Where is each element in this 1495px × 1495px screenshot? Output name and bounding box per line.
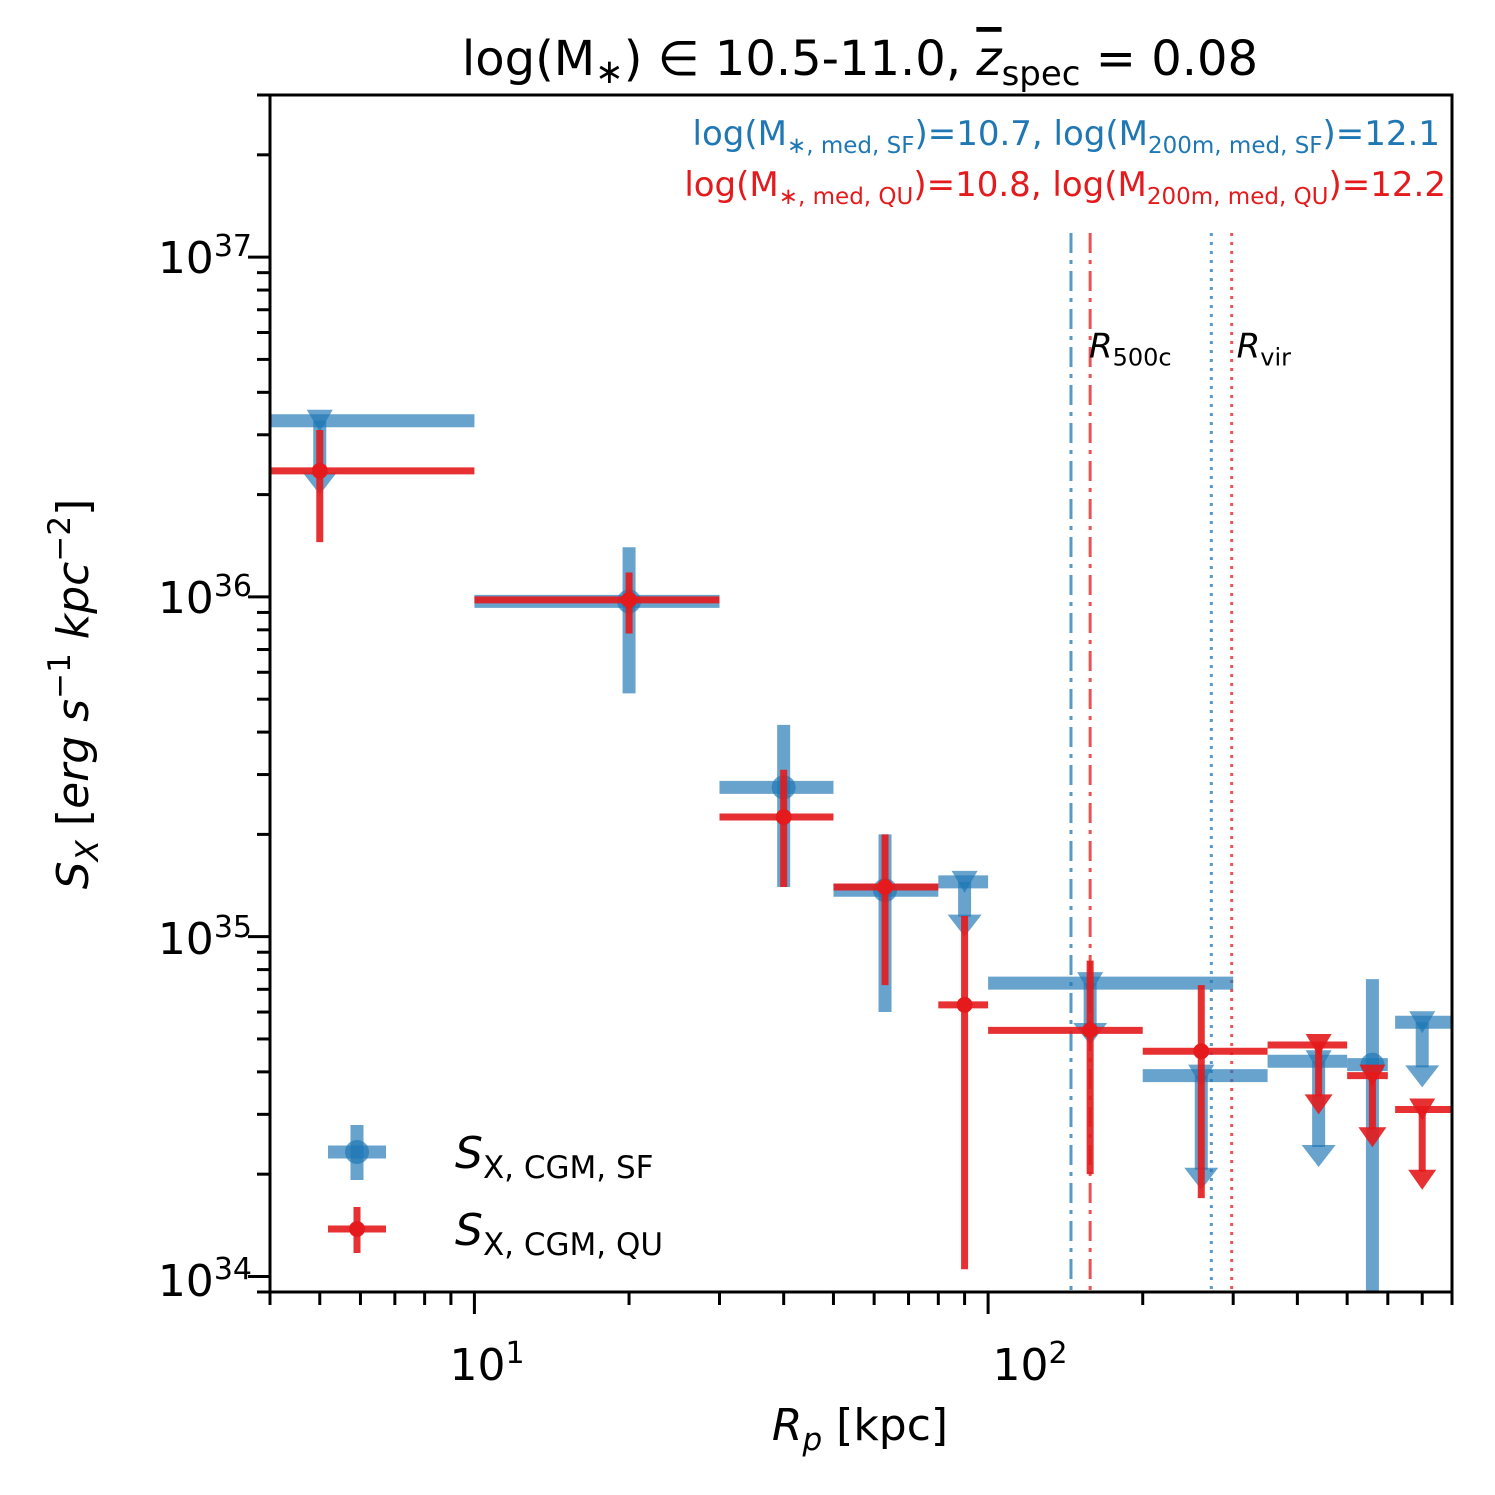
limit-marker-sf-9 xyxy=(1409,1011,1436,1034)
point-qu-2 xyxy=(775,809,792,826)
point-qu-4 xyxy=(956,996,973,1013)
chart-title: log(M∗) ∈ 10.5-11.0, zspec = 0.08 xyxy=(462,31,1258,94)
limit-arrow-qu-8 xyxy=(1358,1127,1387,1148)
annotation-qu: log(M∗, med, QU)=10.8, log(M200m, med, Q… xyxy=(684,165,1446,210)
point-qu-5 xyxy=(1082,1022,1099,1039)
y-tick-label-1e36: 1036 xyxy=(158,569,252,625)
limit-arrow-sf-9 xyxy=(1405,1065,1440,1088)
rvir-label: Rvir xyxy=(1237,326,1291,371)
limit-marker-qu-8 xyxy=(1359,1064,1386,1087)
x-axis-label: Rp [kpc] xyxy=(772,1400,948,1458)
series-qu xyxy=(270,429,1452,1270)
plot-frame xyxy=(268,93,1454,1294)
limit-arrow-qu-9 xyxy=(1408,1169,1437,1190)
limit-marker-qu-7 xyxy=(1305,1033,1332,1056)
point-qu-1 xyxy=(621,591,638,608)
legend-marker-qu xyxy=(328,1207,386,1253)
y-tick-label-1e34: 1034 xyxy=(158,1252,252,1308)
x-tick-label-10: 101 xyxy=(449,1336,524,1392)
limit-arrow-sf-7 xyxy=(1301,1144,1336,1167)
y-tick-label-1e37: 1037 xyxy=(158,229,252,285)
legend-marker-sf xyxy=(328,1125,386,1180)
limit-marker-sf-4 xyxy=(951,870,978,893)
legend-label-qu: SX, CGM, QU xyxy=(455,1205,663,1263)
point-qu-6 xyxy=(1193,1043,1210,1060)
legend-label-sf: SX, CGM, SF xyxy=(455,1128,654,1186)
limit-marker-sf-0 xyxy=(306,409,333,432)
point-qu-3 xyxy=(877,879,894,896)
legend: SX, CGM, SF SX, CGM, QU xyxy=(328,1125,663,1263)
annotation-sf: log(M∗, med, SF)=10.7, log(M200m, med, S… xyxy=(693,114,1440,159)
y-axis-label: SX [erg s−1 kpc−2] xyxy=(42,499,106,890)
y-tick-label-1e35: 1035 xyxy=(158,910,252,966)
x-tick-label-100: 102 xyxy=(992,1336,1067,1392)
point-qu-0 xyxy=(311,462,328,479)
axis-ticks xyxy=(248,93,1454,1314)
limit-marker-qu-9 xyxy=(1409,1098,1436,1121)
limit-arrow-qu-7 xyxy=(1304,1094,1333,1115)
r500c-label: R500c xyxy=(1089,326,1172,371)
